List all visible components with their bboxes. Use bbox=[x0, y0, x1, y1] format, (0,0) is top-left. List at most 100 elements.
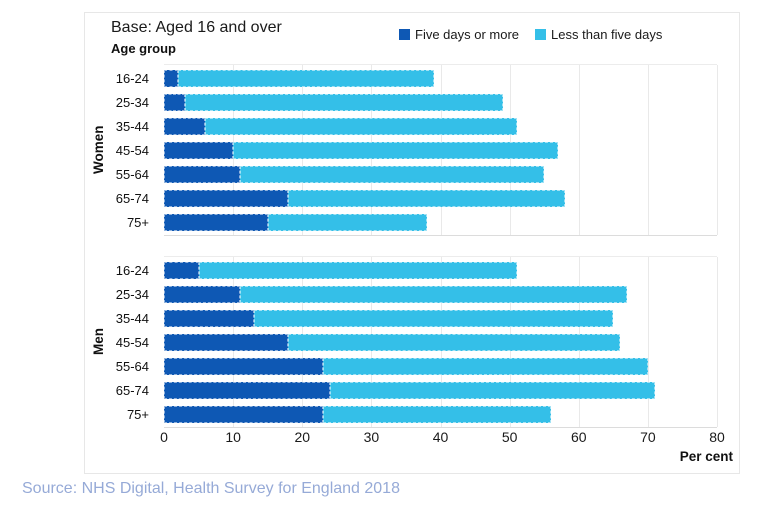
bar-segment-less-than-five-days bbox=[184, 93, 503, 111]
plot-area: Women 16-24 25-34 35-44 45-54 55-64 65-74 75+ Me… bbox=[85, 13, 739, 473]
bar-segment-five-days-or-more bbox=[164, 69, 178, 87]
gridline bbox=[647, 65, 649, 235]
y-axis-title: Age group bbox=[111, 41, 176, 56]
age-label: 35-44 bbox=[115, 118, 149, 134]
bar-segment-five-days-or-more bbox=[164, 381, 330, 399]
bar-segment-five-days-or-more bbox=[164, 285, 241, 303]
bar-segment-five-days-or-more bbox=[164, 213, 268, 231]
bar-rows: 16-24 25-34 35-44 45-54 55-64 65-74 75+ bbox=[85, 258, 739, 426]
x-tick-label: 0 bbox=[160, 429, 168, 445]
group-section-men: Men 16-24 25-34 35-44 45-54 55-64 65-74 75+ bbox=[85, 256, 739, 428]
bar-segment-less-than-five-days bbox=[205, 117, 517, 135]
bar-track bbox=[164, 381, 717, 399]
x-tick-label: 50 bbox=[501, 429, 518, 445]
bar-track bbox=[164, 117, 717, 135]
source-note: Source: NHS Digital, Health Survey for E… bbox=[22, 480, 400, 497]
x-axis-title: Per cent bbox=[679, 449, 733, 464]
age-label: 45-54 bbox=[115, 334, 149, 350]
bar-row: 25-34 bbox=[85, 282, 739, 306]
legend-item-five-days-or-more: Five days or more bbox=[399, 27, 519, 42]
bar-track bbox=[164, 357, 717, 375]
bar-row: 75+ bbox=[85, 402, 739, 426]
bar-track bbox=[164, 261, 717, 279]
age-label: 65-74 bbox=[115, 382, 149, 398]
bar-row: 45-54 bbox=[85, 330, 739, 354]
x-tick-label: 40 bbox=[432, 429, 449, 445]
bar-track bbox=[164, 189, 717, 207]
x-tick-label: 60 bbox=[570, 429, 587, 445]
bar-row: 35-44 bbox=[85, 306, 739, 330]
age-label: 75+ bbox=[126, 214, 149, 230]
bar-segment-less-than-five-days bbox=[177, 69, 434, 87]
gridline bbox=[717, 65, 718, 235]
bar-track bbox=[164, 285, 717, 303]
bar-segment-less-than-five-days bbox=[233, 141, 558, 159]
age-label: 45-54 bbox=[115, 142, 149, 158]
bar-segment-less-than-five-days bbox=[267, 213, 427, 231]
bar-track bbox=[164, 405, 717, 423]
bar-track bbox=[164, 165, 717, 183]
bar-segment-five-days-or-more bbox=[164, 405, 323, 423]
x-tick-label: 30 bbox=[363, 429, 380, 445]
age-label: 16-24 bbox=[115, 262, 149, 278]
age-label: 16-24 bbox=[115, 70, 149, 86]
gridline bbox=[647, 257, 649, 427]
bar-row: 55-64 bbox=[85, 162, 739, 186]
legend-swatch-five-days-or-more-icon bbox=[399, 29, 410, 40]
bar-segment-less-than-five-days bbox=[240, 285, 628, 303]
bar-segment-less-than-five-days bbox=[288, 333, 621, 351]
bar-row: 45-54 bbox=[85, 138, 739, 162]
bar-track bbox=[164, 333, 717, 351]
bar-segment-less-than-five-days bbox=[322, 405, 552, 423]
legend-swatch-less-than-five-days-icon bbox=[535, 29, 547, 40]
bar-segment-less-than-five-days bbox=[288, 189, 565, 207]
bar-segment-five-days-or-more bbox=[164, 357, 323, 375]
age-label: 65-74 bbox=[115, 190, 149, 206]
age-label: 55-64 bbox=[115, 358, 149, 374]
age-label: 35-44 bbox=[115, 310, 149, 326]
legend-label: Less than five days bbox=[551, 27, 663, 42]
legend: Five days or more Less than five days bbox=[399, 27, 662, 42]
bar-rows: 16-24 25-34 35-44 45-54 55-64 65-74 75+ bbox=[85, 66, 739, 234]
chart-panel: Base: Aged 16 and over Five days or more… bbox=[84, 12, 740, 474]
bar-row: 35-44 bbox=[85, 114, 739, 138]
bar-segment-five-days-or-more bbox=[164, 141, 234, 159]
legend-label: Five days or more bbox=[415, 27, 520, 42]
bar-row: 65-74 bbox=[85, 186, 739, 210]
bar-segment-less-than-five-days bbox=[240, 165, 545, 183]
bar-track bbox=[164, 93, 717, 111]
legend-item-less-than-five-days: Less than five days bbox=[535, 27, 662, 42]
x-tick-label: 10 bbox=[225, 429, 241, 445]
bar-track bbox=[164, 213, 717, 231]
bar-segment-five-days-or-more bbox=[164, 261, 199, 279]
x-axis: 0 10 20 30 40 50 60 70 80 bbox=[160, 429, 725, 447]
x-tick-label: 70 bbox=[640, 429, 656, 445]
bar-segment-five-days-or-more bbox=[164, 333, 289, 351]
age-label: 75+ bbox=[126, 406, 149, 422]
bar-segment-five-days-or-more bbox=[164, 189, 289, 207]
age-label: 25-34 bbox=[115, 286, 149, 302]
bar-segment-five-days-or-more bbox=[164, 165, 241, 183]
bar-segment-five-days-or-more bbox=[164, 117, 206, 135]
bar-segment-less-than-five-days bbox=[322, 357, 648, 375]
age-label: 25-34 bbox=[115, 94, 149, 110]
chart-title: Base: Aged 16 and over bbox=[111, 19, 282, 36]
bar-track bbox=[164, 69, 717, 87]
bar-row: 16-24 bbox=[85, 258, 739, 282]
bar-segment-five-days-or-more bbox=[164, 309, 254, 327]
x-tick-label: 20 bbox=[294, 429, 311, 445]
x-tick-label: 80 bbox=[709, 429, 725, 445]
bar-row: 16-24 bbox=[85, 66, 739, 90]
bar-row: 25-34 bbox=[85, 90, 739, 114]
bar-row: 75+ bbox=[85, 210, 739, 234]
bar-segment-less-than-five-days bbox=[198, 261, 517, 279]
age-label: 55-64 bbox=[115, 166, 149, 182]
bar-row: 65-74 bbox=[85, 378, 739, 402]
bar-row: 55-64 bbox=[85, 354, 739, 378]
group-section-women: Women 16-24 25-34 35-44 45-54 55-64 65-74 75+ bbox=[85, 64, 739, 236]
bar-segment-five-days-or-more bbox=[164, 93, 185, 111]
bar-track bbox=[164, 309, 717, 327]
bar-track bbox=[164, 141, 717, 159]
bar-segment-less-than-five-days bbox=[253, 309, 614, 327]
